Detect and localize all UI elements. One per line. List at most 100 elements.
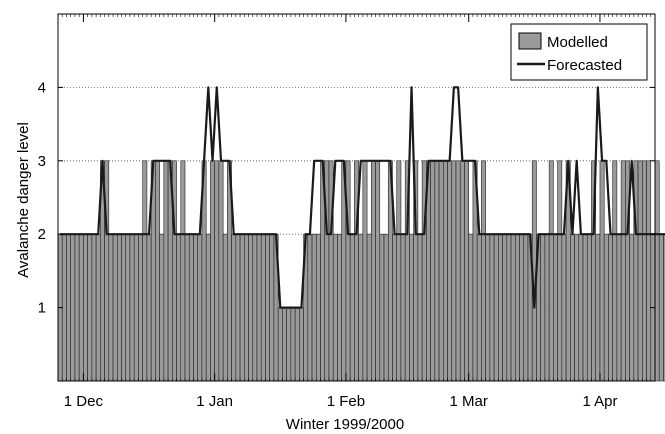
modelled-bar-32 xyxy=(193,234,197,381)
modelled-bar-142 xyxy=(659,234,663,381)
y-tick-label-4: 4 xyxy=(38,79,46,96)
modelled-bar-104 xyxy=(498,234,502,381)
modelled-bar-9 xyxy=(96,234,100,381)
modelled-bar-25 xyxy=(164,161,168,381)
modelled-bar-93 xyxy=(452,161,456,381)
modelled-bar-15 xyxy=(122,234,126,381)
modelled-bar-77 xyxy=(384,234,388,381)
modelled-bar-72 xyxy=(363,161,367,381)
modelled-bar-59 xyxy=(308,234,312,381)
modelled-bar-8 xyxy=(92,234,96,381)
x-tick-label-4: 1 Apr xyxy=(582,393,617,410)
modelled-bar-124 xyxy=(583,234,587,381)
modelled-bar-54 xyxy=(287,308,291,381)
modelled-bar-74 xyxy=(371,161,375,381)
modelled-bar-141 xyxy=(655,161,659,381)
modelled-bar-115 xyxy=(545,234,549,381)
modelled-bar-46 xyxy=(253,234,257,381)
modelled-bar-14 xyxy=(117,234,121,381)
modelled-bar-100 xyxy=(481,161,485,381)
modelled-bar-50 xyxy=(270,234,274,381)
modelled-bar-105 xyxy=(503,234,507,381)
y-tick-label-2: 2 xyxy=(38,226,46,243)
x-tick-label-2: 1 Feb xyxy=(327,393,365,410)
modelled-bar-107 xyxy=(511,234,515,381)
modelled-bar-128 xyxy=(600,161,604,381)
modelled-bar-33 xyxy=(198,234,202,381)
modelled-bar-99 xyxy=(477,234,481,381)
legend-label-forecasted: Forecasted xyxy=(547,57,622,74)
legend-swatch-modelled xyxy=(519,33,541,49)
modelled-bar-5 xyxy=(79,234,83,381)
modelled-bar-79 xyxy=(392,234,396,381)
modelled-bar-106 xyxy=(507,234,511,381)
modelled-bar-91 xyxy=(443,161,447,381)
x-tick-label-3: 1 Mar xyxy=(450,393,488,410)
modelled-bar-88 xyxy=(431,161,435,381)
modelled-bar-41 xyxy=(232,234,236,381)
modelled-bar-109 xyxy=(520,234,524,381)
modelled-bar-122 xyxy=(575,234,579,381)
modelled-bar-133 xyxy=(621,161,625,381)
modelled-bar-12 xyxy=(109,234,113,381)
modelled-bar-103 xyxy=(494,234,498,381)
modelled-bar-90 xyxy=(439,161,443,381)
modelled-bar-39 xyxy=(223,234,227,381)
modelled-bar-28 xyxy=(177,234,181,381)
modelled-bar-76 xyxy=(380,234,384,381)
modelled-bar-138 xyxy=(642,161,646,381)
modelled-bar-30 xyxy=(185,234,189,381)
modelled-bar-31 xyxy=(189,234,193,381)
modelled-bar-38 xyxy=(219,161,223,381)
modelled-bar-81 xyxy=(401,234,405,381)
modelled-bar-20 xyxy=(143,161,147,381)
modelled-bar-119 xyxy=(562,234,566,381)
modelled-bar-17 xyxy=(130,234,134,381)
modelled-bar-135 xyxy=(630,234,634,381)
modelled-bar-35 xyxy=(206,234,210,381)
modelled-bar-117 xyxy=(553,234,557,381)
y-tick-label-3: 3 xyxy=(38,153,46,170)
modelled-bar-49 xyxy=(265,234,269,381)
y-tick-label-1: 1 xyxy=(38,300,46,317)
modelled-bar-94 xyxy=(456,161,460,381)
y-axis-label: Avalanche danger level xyxy=(15,122,32,278)
modelled-bar-121 xyxy=(570,234,574,381)
modelled-bar-23 xyxy=(155,161,159,381)
modelled-bar-2 xyxy=(66,234,70,381)
modelled-bar-7 xyxy=(88,234,92,381)
modelled-bar-75 xyxy=(376,161,380,381)
modelled-bar-139 xyxy=(647,161,651,381)
modelled-bar-123 xyxy=(579,234,583,381)
modelled-bar-116 xyxy=(549,161,553,381)
modelled-bar-4 xyxy=(75,234,79,381)
modelled-bar-45 xyxy=(249,234,253,381)
modelled-bar-83 xyxy=(409,234,413,381)
modelled-bar-108 xyxy=(515,234,519,381)
legend: Modelled Forecasted xyxy=(511,24,647,80)
modelled-bar-137 xyxy=(638,161,642,381)
modelled-bar-71 xyxy=(359,234,363,381)
modelled-bar-130 xyxy=(608,234,612,381)
modelled-bar-95 xyxy=(460,161,464,381)
modelled-bar-73 xyxy=(367,234,371,381)
modelled-bar-56 xyxy=(295,308,299,381)
modelled-bar-114 xyxy=(541,234,545,381)
modelled-bar-127 xyxy=(596,234,600,381)
modelled-bar-37 xyxy=(215,161,219,381)
modelled-bar-61 xyxy=(316,234,320,381)
modelled-bar-52 xyxy=(278,308,282,381)
legend-label-modelled: Modelled xyxy=(547,34,608,51)
modelled-bar-44 xyxy=(244,234,248,381)
modelled-bar-48 xyxy=(261,234,265,381)
modelled-bar-125 xyxy=(587,234,591,381)
modelled-bar-18 xyxy=(134,234,138,381)
modelled-bar-118 xyxy=(558,161,562,381)
modelled-bar-80 xyxy=(397,161,401,381)
modelled-bar-16 xyxy=(126,234,130,381)
modelled-bar-13 xyxy=(113,234,117,381)
modelled-bar-66 xyxy=(337,234,341,381)
modelled-bar-43 xyxy=(240,234,244,381)
modelled-bar-60 xyxy=(312,234,316,381)
